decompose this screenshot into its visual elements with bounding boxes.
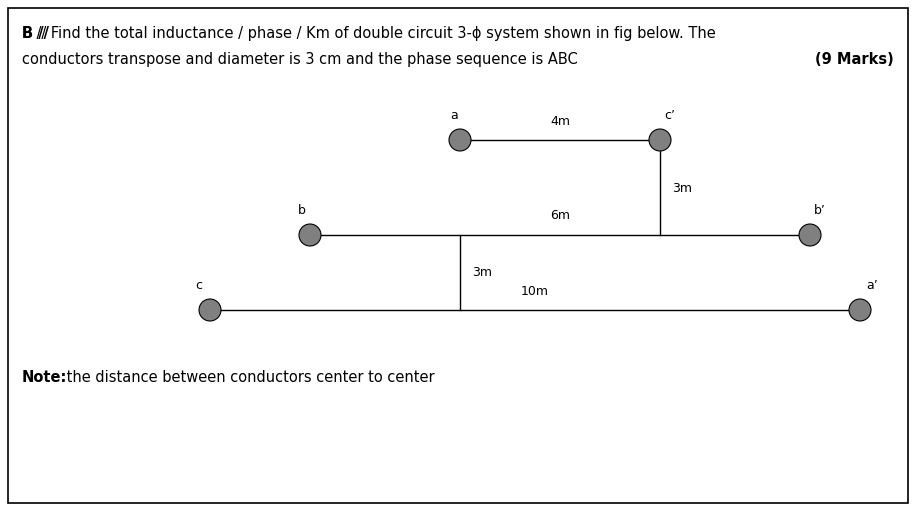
Text: conductors transpose and diameter is 3 cm and the phase sequence is ABC: conductors transpose and diameter is 3 c… [22, 52, 578, 67]
Text: a: a [451, 109, 458, 122]
Circle shape [199, 299, 221, 321]
Text: B //: B // [22, 26, 49, 41]
Circle shape [649, 129, 671, 151]
Text: c: c [195, 279, 202, 292]
Text: 3m: 3m [672, 181, 692, 195]
Circle shape [449, 129, 471, 151]
Text: a’: a’ [866, 279, 878, 292]
Text: B // Find the total inductance / phase / Km of double circuit 3-ϕ system shown i: B // Find the total inductance / phase /… [22, 26, 715, 41]
Circle shape [299, 224, 321, 246]
Text: the distance between conductors center to center: the distance between conductors center t… [62, 370, 434, 385]
Text: 6m: 6m [550, 209, 570, 222]
Circle shape [849, 299, 871, 321]
Text: 3m: 3m [472, 267, 492, 280]
Text: 10m: 10m [521, 285, 549, 298]
Text: Note:: Note: [22, 370, 68, 385]
Text: 4m: 4m [550, 115, 570, 128]
Text: b’: b’ [814, 204, 826, 217]
Text: (9 Marks): (9 Marks) [815, 52, 894, 67]
Text: c’: c’ [664, 109, 675, 122]
Text: b: b [298, 204, 306, 217]
Circle shape [799, 224, 821, 246]
